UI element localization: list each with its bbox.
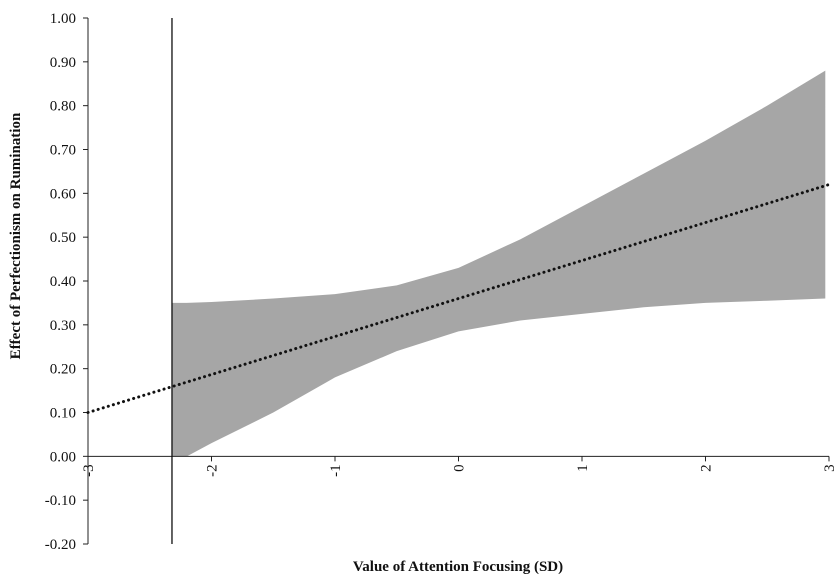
x-axis-title: Value of Attention Focusing (SD) <box>353 559 563 575</box>
confidence-band-layer <box>171 70 826 457</box>
x-tick-label: 1 <box>575 464 591 472</box>
y-tick-label: 1.00 <box>50 11 76 27</box>
tick-labels: 1.00 0.90 0.80 0.70 0.60 0.50 0.40 0.30 0.20 0.10… <box>45 11 834 553</box>
y-tick-label: 0.50 <box>50 230 76 246</box>
x-tick-label: 0 <box>452 464 468 472</box>
y-tick-label: -0.20 <box>45 537 76 553</box>
y-tick-label: 0.20 <box>50 362 76 378</box>
y-tick-label: -0.10 <box>45 493 76 509</box>
y-tick-label: 0.90 <box>50 55 76 71</box>
y-tick-label: 0.10 <box>50 406 76 422</box>
y-tick-label: 0.70 <box>50 143 76 159</box>
x-tick-label: -1 <box>328 464 344 477</box>
series-layer <box>86 18 831 544</box>
x-tick-label: -3 <box>81 464 97 477</box>
x-tick-label: -2 <box>205 464 221 477</box>
confidence-band <box>171 70 826 457</box>
axes <box>83 17 830 545</box>
series-line <box>86 183 831 414</box>
y-axis-title: Effect of Perfectionism on Rumination <box>8 112 24 359</box>
y-tick-label: 0.40 <box>50 274 76 290</box>
y-tick-label: 0.60 <box>50 186 76 202</box>
x-tick-label: 2 <box>699 464 715 472</box>
y-tick-label: 0.30 <box>50 318 76 334</box>
y-tick-label: 0.00 <box>50 449 76 465</box>
x-tick-label: 3 <box>822 464 834 472</box>
y-tick-label: 0.80 <box>50 99 76 115</box>
